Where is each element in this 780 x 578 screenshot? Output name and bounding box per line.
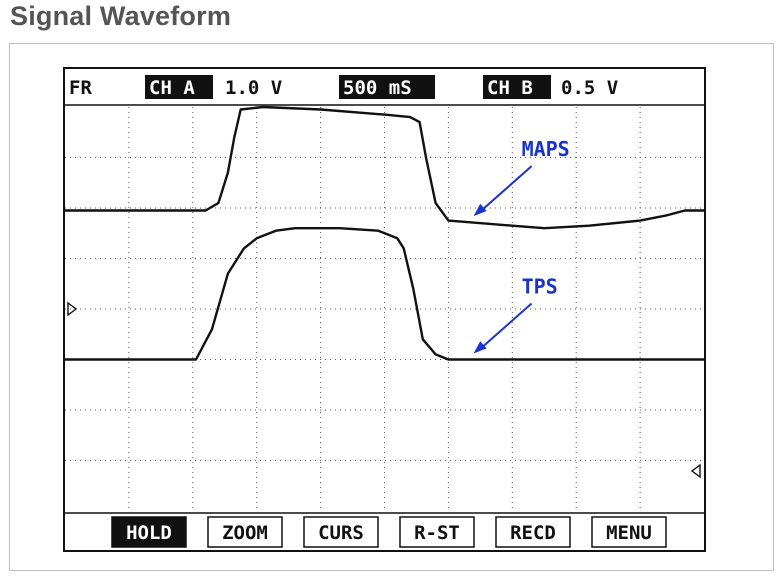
- softkey-label: CURS: [318, 522, 364, 544]
- softkey-frame: [591, 516, 667, 548]
- arrow-head-icon: [473, 203, 487, 217]
- mode-label: FR: [69, 77, 92, 99]
- timebase-bg: [339, 75, 435, 99]
- annotation-label-tps: TPS: [522, 275, 558, 299]
- oscilloscope-svg: FR CH A 1.0 V 500 mS CH B 0.5 V MAPSTPS …: [65, 75, 704, 548]
- oscilloscope-screen: FR CH A 1.0 V 500 mS CH B 0.5 V MAPS TPS …: [63, 67, 706, 552]
- softkey-frame: [303, 516, 379, 548]
- softkey-rst-button[interactable]: R-ST: [399, 516, 475, 548]
- softkey-menu-button[interactable]: MENU: [591, 516, 667, 548]
- ch-b-label-bg: [483, 75, 551, 99]
- annotation-arrow-line: [478, 302, 533, 351]
- ch-a-label-bg: [145, 75, 213, 99]
- trace-tps: [65, 226, 704, 361]
- trigger-marker-icon: [67, 301, 78, 317]
- softkey-label: ZOOM: [222, 522, 268, 544]
- softkey-curs-button[interactable]: CURS: [303, 516, 379, 548]
- annotation-label-maps: MAPS: [522, 137, 570, 161]
- trace-maps: [65, 105, 704, 230]
- graticule: [65, 107, 704, 511]
- softkey-frame: [495, 516, 571, 548]
- annotations: MAPS TPS: [473, 137, 570, 354]
- softkey-recd-button[interactable]: RECD: [495, 516, 571, 548]
- softkey-bar: HOLD ZOOM CURS R-ST RECD MENU: [111, 516, 667, 548]
- page-title: Signal Waveform: [10, 1, 232, 31]
- annotation-arrow-line: [478, 165, 533, 213]
- softkey-frame: [207, 516, 283, 548]
- softkey-frame: [399, 516, 475, 548]
- softkey-zoom-button[interactable]: ZOOM: [207, 516, 283, 548]
- reference-marker-icon: [690, 463, 701, 479]
- softkey-label: HOLD: [126, 522, 172, 544]
- traces: [65, 105, 704, 361]
- ch-b-label: CH B: [487, 77, 533, 99]
- softkey-frame: [111, 516, 187, 548]
- softkey-label: RECD: [510, 522, 556, 544]
- arrow-head-icon: [473, 341, 487, 354]
- softkey-label: MENU: [606, 522, 652, 544]
- softkey-label: R-ST: [414, 522, 460, 544]
- timebase-label: 500 mS: [343, 77, 412, 99]
- softkey-hold-button[interactable]: HOLD: [111, 516, 187, 548]
- ch-a-scale: 1.0 V: [225, 77, 282, 99]
- ch-b-scale: 0.5 V: [561, 77, 618, 99]
- ch-a-label: CH A: [149, 77, 195, 99]
